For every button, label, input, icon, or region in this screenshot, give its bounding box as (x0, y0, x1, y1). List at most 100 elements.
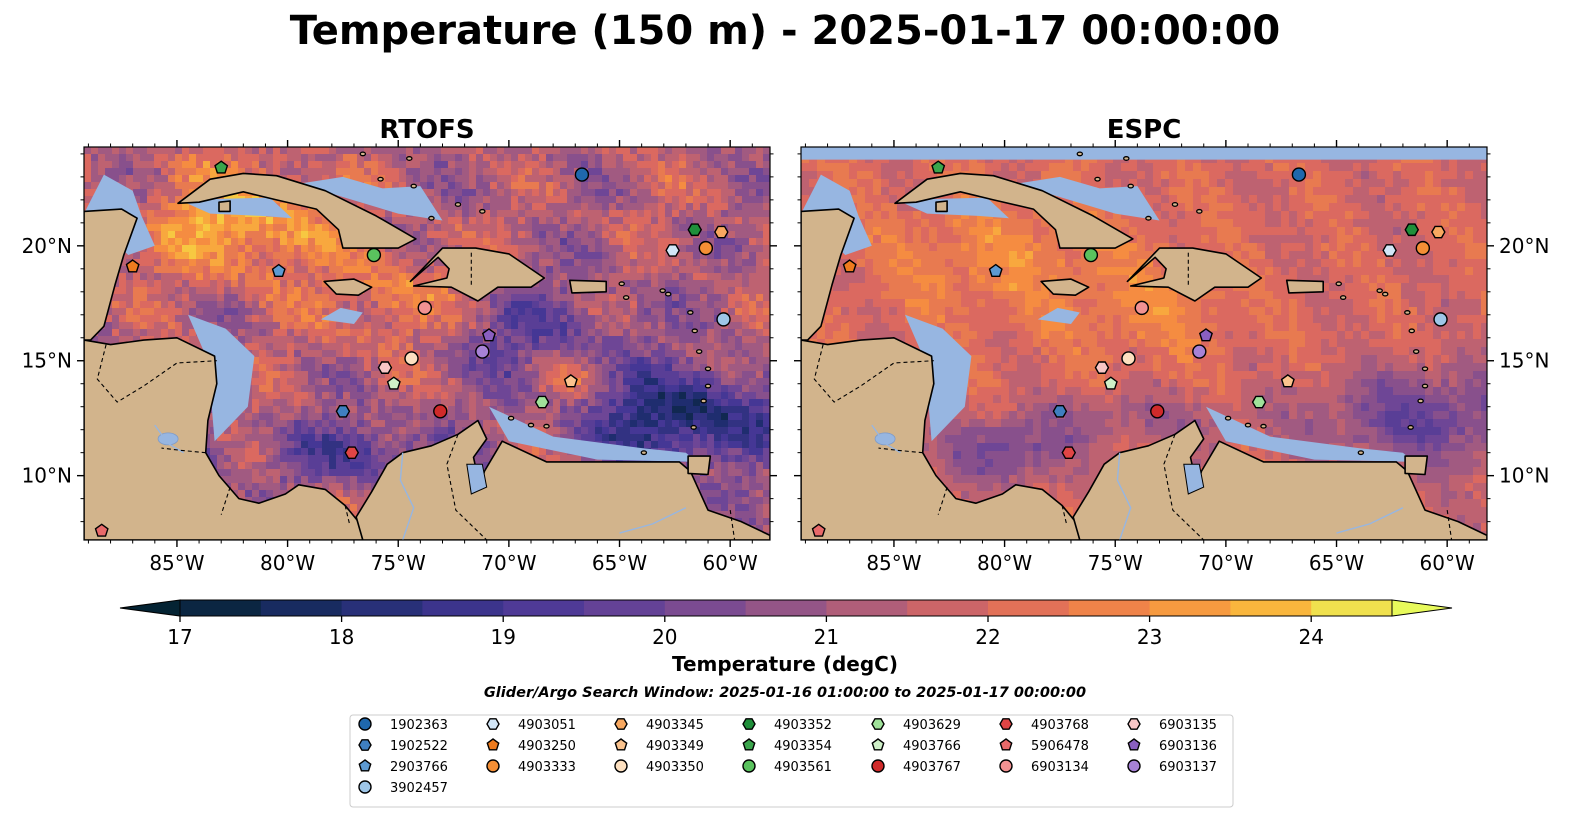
small-island (479, 208, 486, 214)
panel-title: RTOFS (379, 115, 474, 145)
lat-tick-label: 10°N (1499, 464, 1549, 488)
small-island (1407, 424, 1414, 430)
float-marker-6903134 (417, 300, 432, 316)
country-border (1061, 505, 1068, 525)
legend-marker-4903561 (742, 759, 756, 773)
colorbar-segment (1230, 600, 1312, 616)
float-marker-4903250 (842, 259, 857, 273)
map-panels: RTOFS 85°W 80°W 75°W 70°W 65°W 60°W 10°N 15°N 20°… (22, 115, 1550, 575)
float-marker-1902363 (1291, 167, 1307, 182)
colorbar-segment (503, 600, 585, 616)
lat-tick-label: 20°N (1499, 234, 1549, 258)
legend-label: 6903136 (1159, 739, 1217, 754)
river (619, 507, 687, 534)
land-puertorico (1285, 279, 1325, 294)
legend-label: 5906478 (1031, 739, 1089, 754)
float-marker-4903561 (366, 247, 382, 263)
float-marker-6903135 (377, 361, 393, 374)
legend-label: 4903250 (518, 739, 576, 754)
small-island (1417, 398, 1424, 404)
small-island (1094, 176, 1101, 182)
shelf-areas (801, 174, 1414, 462)
country-border (813, 344, 934, 403)
search-window-note: Glider/Argo Search Window: 2025-01-16 01… (484, 685, 1086, 701)
float-markers (94, 160, 731, 537)
float-marker-4903766 (1103, 376, 1118, 390)
legend-label: 4903333 (518, 760, 576, 775)
land-puertorico (568, 279, 608, 294)
float-marker-3902457 (716, 312, 731, 327)
map-panel-espc: ESPC 85°W 80°W 75°W 70°W 65°W 60°W 10°N 15°N 20°N (794, 115, 1549, 575)
country-border (446, 434, 488, 540)
colorbar-segment (826, 600, 908, 616)
legend-marker-4903766 (871, 738, 885, 751)
float-marker-2903766 (988, 263, 1003, 278)
land-hispaniola (409, 247, 546, 302)
float-marker-4903561 (1083, 247, 1099, 263)
float-marker-6903135 (1094, 361, 1110, 374)
float-marker-4903766 (386, 376, 401, 390)
small-island (691, 328, 699, 334)
small-island (687, 310, 694, 315)
land-samerica (355, 419, 770, 540)
colorbar-segment (1149, 600, 1231, 616)
float-marker-4903767 (1150, 404, 1165, 419)
float-marker-4903768 (1061, 446, 1077, 459)
small-island (622, 295, 630, 300)
legend-marker-2903766 (358, 759, 372, 772)
lon-tick-label: 70°W (1198, 551, 1253, 575)
colorbar-segment (664, 600, 747, 616)
land-trinidad (1404, 455, 1429, 476)
colorbar-tick-label: 19 (490, 625, 515, 649)
land (84, 151, 770, 540)
colorbar-segment (260, 600, 343, 616)
small-island (377, 176, 384, 182)
colorbar-tick-label: 17 (167, 625, 192, 649)
float-marker-3902457 (1433, 312, 1448, 327)
small-island (1335, 281, 1342, 287)
small-island (1339, 295, 1347, 300)
map-frame (83, 146, 771, 541)
country-border (161, 447, 206, 454)
float-marker-6903136 (1198, 328, 1213, 342)
legend-marker-4903768 (999, 718, 1013, 730)
legend-marker-6903136 (1127, 738, 1141, 751)
land-cuba (177, 172, 417, 249)
small-island (704, 366, 712, 372)
legend-marker-5906478 (999, 738, 1013, 751)
small-island (618, 281, 625, 287)
colorbar-extend-low (119, 599, 181, 617)
legend-label: 6903137 (1159, 760, 1217, 775)
river (1336, 507, 1404, 534)
no-data-band (801, 147, 1487, 160)
float-marker-6903136 (481, 328, 496, 342)
legend-marker-6903137 (1127, 759, 1141, 773)
colorbar-label: Temperature (degC) (672, 652, 898, 676)
small-island (1076, 151, 1084, 157)
small-island (690, 424, 697, 430)
float-marker-4903352 (687, 223, 703, 237)
colorbar-extend-high (1391, 599, 1453, 617)
country-border (1163, 434, 1205, 540)
land-trinidad (687, 455, 712, 476)
land-hispaniola (1126, 247, 1263, 302)
land-jamaica (1040, 278, 1090, 296)
small-island (543, 423, 550, 429)
small-island (1123, 156, 1130, 161)
river (399, 452, 415, 540)
small-island (1408, 328, 1416, 334)
small-island (1224, 415, 1232, 421)
colorbar-segment (180, 600, 262, 616)
small-island (1127, 183, 1134, 189)
legend-label: 4903766 (903, 739, 961, 754)
legend-marker-3902457 (358, 780, 372, 794)
lat-tick-label: 15°N (22, 349, 72, 373)
lake-maracaibo (1183, 463, 1205, 495)
float-marker-4903345 (1431, 225, 1446, 239)
float-marker-6903137 (1192, 344, 1207, 359)
legend-label: 4903345 (646, 718, 704, 733)
lake-maracaibo (466, 463, 488, 495)
lon-tick-label: 75°W (1088, 551, 1143, 575)
float-legend: 1902363 1902522 2903766 3902457 4903051 49032… (349, 714, 1234, 808)
